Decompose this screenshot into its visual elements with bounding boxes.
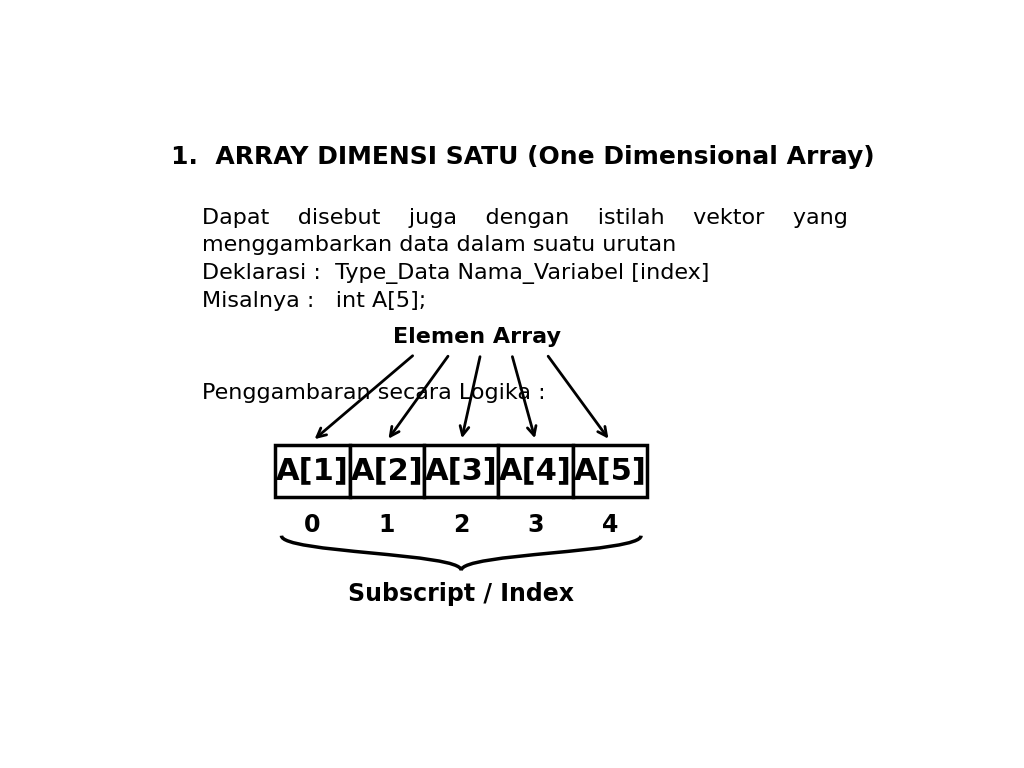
Text: Misalnya :   int A[5];: Misalnya : int A[5]; xyxy=(202,291,426,311)
Text: A[1]: A[1] xyxy=(276,456,349,485)
Text: Dapat    disebut    juga    dengan    istilah    vektor    yang: Dapat disebut juga dengan istilah vektor… xyxy=(202,207,848,227)
Text: Elemen Array: Elemen Array xyxy=(393,327,561,347)
Text: A[2]: A[2] xyxy=(350,456,423,485)
Text: Subscript / Index: Subscript / Index xyxy=(348,582,574,606)
Text: 4: 4 xyxy=(602,512,618,537)
Text: A[3]: A[3] xyxy=(425,456,498,485)
Text: A[4]: A[4] xyxy=(500,456,572,485)
Text: A[5]: A[5] xyxy=(573,456,646,485)
Text: 1.  ARRAY DIMENSI SATU (One Dimensional Array): 1. ARRAY DIMENSI SATU (One Dimensional A… xyxy=(171,144,874,168)
Text: Deklarasi :  Type_Data Nama_Variabel [index]: Deklarasi : Type_Data Nama_Variabel [ind… xyxy=(202,263,709,284)
Bar xyxy=(572,445,647,497)
Bar xyxy=(499,445,572,497)
Text: menggambarkan data dalam suatu urutan: menggambarkan data dalam suatu urutan xyxy=(202,235,676,256)
Bar xyxy=(349,445,424,497)
Bar xyxy=(275,445,349,497)
Bar xyxy=(424,445,499,497)
Text: 3: 3 xyxy=(527,512,544,537)
Text: 1: 1 xyxy=(379,512,395,537)
Text: Penggambaran secara Logika :: Penggambaran secara Logika : xyxy=(202,383,545,403)
Text: 2: 2 xyxy=(453,512,469,537)
Text: 0: 0 xyxy=(304,512,321,537)
